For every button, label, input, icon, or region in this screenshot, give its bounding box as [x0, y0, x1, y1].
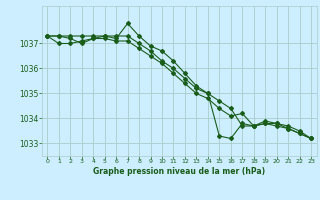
X-axis label: Graphe pression niveau de la mer (hPa): Graphe pression niveau de la mer (hPa) — [93, 167, 265, 176]
